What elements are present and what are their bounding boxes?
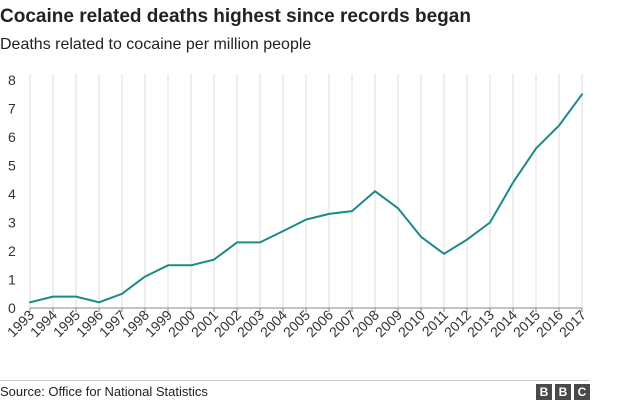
bbc-logo-letter: C xyxy=(574,384,590,400)
y-tick-label: 3 xyxy=(8,215,16,231)
chart-subtitle: Deaths related to cocaine per million pe… xyxy=(0,36,312,53)
bbc-logo-letter: B xyxy=(536,384,552,400)
chart-title: Cocaine related deaths highest since rec… xyxy=(0,6,471,27)
series-line xyxy=(29,93,583,304)
bbc-logo: B B C xyxy=(536,384,590,400)
y-tick-label: 4 xyxy=(8,186,16,202)
y-tick-label: 1 xyxy=(8,272,16,288)
y-tick-label: 6 xyxy=(8,129,16,145)
y-tick-label: 5 xyxy=(8,158,16,174)
y-tick-label: 7 xyxy=(8,101,16,117)
y-tick-label: 2 xyxy=(8,243,16,259)
x-tick-label: 2017 xyxy=(556,307,589,340)
y-tick-label: 0 xyxy=(8,300,16,316)
source-note: Source: Office for National Statistics xyxy=(0,384,208,399)
footer-divider xyxy=(0,380,590,381)
y-tick-label: 8 xyxy=(8,72,16,88)
bbc-logo-letter: B xyxy=(555,384,571,400)
line-chart: 0123456781993199419951996199719981999200… xyxy=(4,72,589,340)
